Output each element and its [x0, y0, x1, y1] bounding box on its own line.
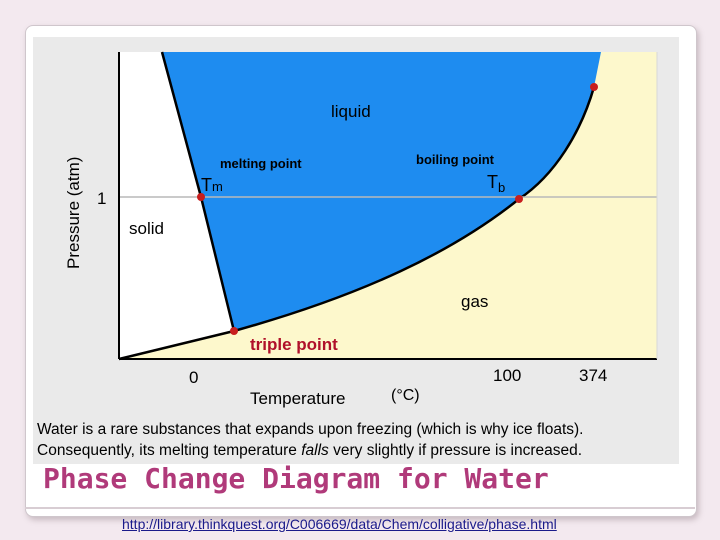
melting-point-label: melting point — [220, 156, 302, 171]
phase-diagram: liquid solid gas melting point boiling p… — [64, 51, 658, 408]
critical-point-marker — [590, 83, 598, 91]
triple-point-marker — [230, 327, 238, 335]
boiling-point-marker — [515, 195, 523, 203]
caption-italic: falls — [301, 442, 329, 459]
slide-title: Phase Change Diagram for Water — [43, 462, 549, 495]
solid-region — [119, 52, 234, 359]
y-tick-1: 1 — [97, 189, 106, 208]
boiling-point-label: boiling point — [416, 152, 495, 167]
x-tick-0: 0 — [189, 368, 198, 387]
sublimation-curve — [118, 329, 235, 361]
y-axis-title: Pressure (atm) — [64, 157, 83, 269]
x-axis-title: Temperature — [250, 389, 345, 408]
vaporization-curve — [233, 86, 596, 333]
tb-label: Tb — [487, 172, 505, 195]
title-rule — [25, 507, 695, 509]
caption-text: Water is a rare substances that expands … — [37, 419, 677, 461]
phase-diagram-figure: liquid solid gas melting point boiling p… — [33, 37, 679, 464]
triple-point-label: triple point — [250, 335, 338, 354]
x-tick-100: 100 — [493, 366, 521, 385]
solid-label: solid — [129, 219, 164, 238]
liquid-label: liquid — [331, 102, 371, 121]
liquid-region — [162, 52, 601, 331]
source-link[interactable]: http://library.thinkquest.org/C006669/da… — [122, 516, 557, 532]
x-tick-374: 374 — [579, 366, 607, 385]
caption-part-1: Water is a rare substances that expands … — [37, 421, 584, 459]
caption-part-2: very slightly if pressure is increased. — [328, 442, 583, 459]
melting-point-marker — [197, 193, 205, 201]
tm-label: Tm — [201, 175, 223, 195]
x-axis-unit: (°C) — [391, 387, 420, 404]
gas-label: gas — [461, 292, 488, 311]
